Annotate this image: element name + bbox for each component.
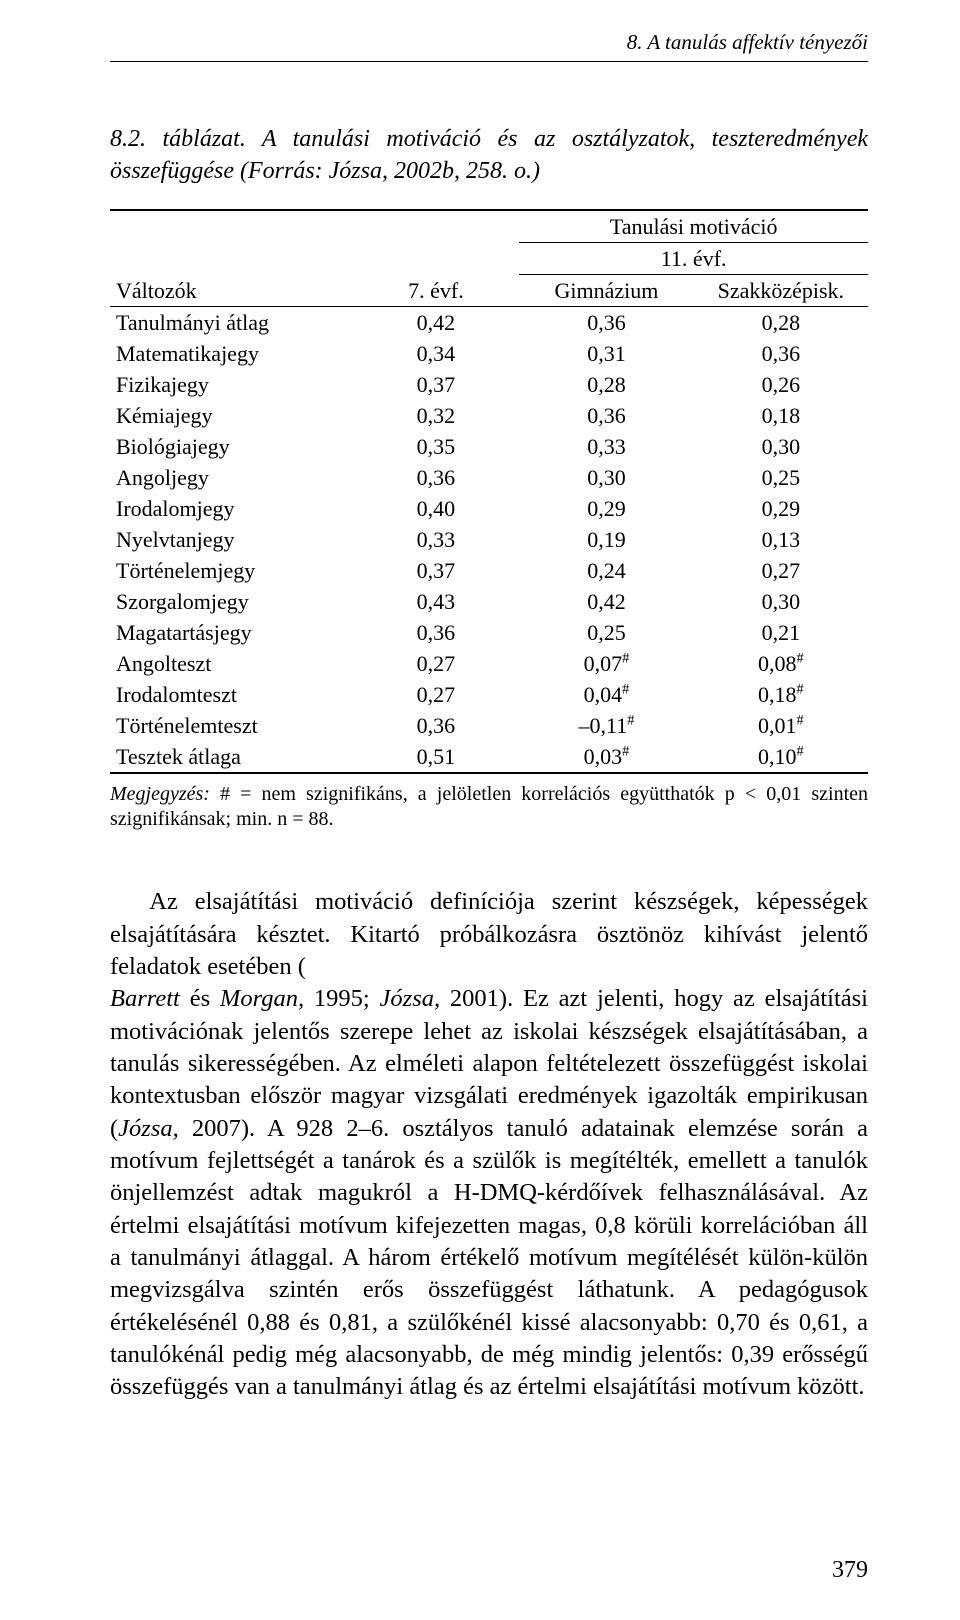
cell-value: 0,36 [694,338,868,369]
cell-value: 0,13 [694,524,868,555]
cell-label: Szorgalomjegy [110,586,353,617]
body-paragraph: Az elsajátítási motiváció definíciója sz… [110,886,868,1403]
para-part: 1995; [304,985,379,1012]
cell-label: Kémiajegy [110,400,353,431]
para-italic: Morgan, [220,985,304,1012]
cell-value: 0,27 [694,555,868,586]
cell-value: 0,24 [519,555,693,586]
cell-value: 0,32 [353,400,520,431]
para-italic: Józsa, [118,1115,179,1142]
cell-label: Angoljegy [110,462,353,493]
para-part: Az elsajátítási motiváció definíciója sz… [110,886,868,983]
cell-label: Matematikajegy [110,338,353,369]
cell-value: 0,36 [353,617,520,648]
cell-value: 0,37 [353,369,520,400]
cell-value: 0,42 [519,586,693,617]
cell-value: 0,30 [519,462,693,493]
cell-value: 0,37 [353,555,520,586]
table-row: Matematikajegy0,340,310,36 [110,338,868,369]
header-11evf: 11. évf. [519,243,868,275]
cell-label: Angolteszt [110,648,353,679]
cell-value: 0,36 [353,462,520,493]
cell-value: 0,28 [694,307,868,339]
cell-value: 0,36 [519,307,693,339]
cell-value: 0,10# [694,741,868,773]
table-row: Történelemteszt0,36–0,11#0,01# [110,710,868,741]
para-italic: Barrett [110,985,180,1012]
table-caption: 8.2. táblázat. A tanulási motiváció és a… [110,124,868,187]
running-head: 8. A tanulás affektív tényezői [110,30,868,62]
header-col4: Szakközépisk. [694,275,868,307]
cell-value: 0,07# [519,648,693,679]
header-col3: Gimnázium [519,275,693,307]
cell-value: 0,18 [694,400,868,431]
cell-label: Magatartásjegy [110,617,353,648]
table-row: Tesztek átlaga0,510,03#0,10# [110,741,868,773]
cell-label: Biológiajegy [110,431,353,462]
cell-value: 0,28 [519,369,693,400]
cell-label: Történelemteszt [110,710,353,741]
cell-value: –0,11# [519,710,693,741]
caption-prefix: 8.2. táblázat. [110,126,246,152]
cell-value: 0,01# [694,710,868,741]
table-row: Irodalomjegy0,400,290,29 [110,493,868,524]
table-row: Nyelvtanjegy0,330,190,13 [110,524,868,555]
header-col1: Változók [110,275,353,307]
table-row: Történelemjegy0,370,240,27 [110,555,868,586]
cell-value: 0,34 [353,338,520,369]
cell-label: Irodalomteszt [110,679,353,710]
cell-value: 0,25 [694,462,868,493]
data-table: Tanulási motiváció 11. évf. Változók 7. … [110,209,868,774]
cell-value: 0,03# [519,741,693,773]
cell-value: 0,27 [353,648,520,679]
cell-label: Fizikajegy [110,369,353,400]
cell-value: 0,31 [519,338,693,369]
header-span: Tanulási motiváció [519,210,868,243]
table-note: Megjegyzés: # = nem szignifikáns, a jelö… [110,782,868,832]
cell-value: 0,33 [353,524,520,555]
cell-value: 0,30 [694,431,868,462]
table-row: Biológiajegy0,350,330,30 [110,431,868,462]
cell-value: 0,18# [694,679,868,710]
note-rest: # = nem szignifikáns, a jelöletlen korre… [110,783,868,830]
cell-value: 0,19 [519,524,693,555]
table-row: Kémiajegy0,320,360,18 [110,400,868,431]
table-row: Angolteszt0,270,07#0,08# [110,648,868,679]
cell-value: 0,43 [353,586,520,617]
table-row: Magatartásjegy0,360,250,21 [110,617,868,648]
page-number: 379 [832,1557,868,1584]
table-row: Angoljegy0,360,300,25 [110,462,868,493]
cell-label: Történelemjegy [110,555,353,586]
para-part: és [180,985,220,1012]
cell-value: 0,33 [519,431,693,462]
table-row: Fizikajegy0,370,280,26 [110,369,868,400]
cell-value: 0,27 [353,679,520,710]
note-label: Megjegyzés: [110,783,210,805]
cell-value: 0,21 [694,617,868,648]
table-row: Irodalomteszt0,270,04#0,18# [110,679,868,710]
cell-value: 0,42 [353,307,520,339]
table-row: Tanulmányi átlag0,420,360,28 [110,307,868,339]
cell-value: 0,36 [353,710,520,741]
cell-value: 0,29 [694,493,868,524]
cell-value: 0,04# [519,679,693,710]
cell-label: Tesztek átlaga [110,741,353,773]
para-italic: Józsa, [380,985,441,1012]
table-row: Szorgalomjegy0,430,420,30 [110,586,868,617]
header-col2: 7. évf. [353,275,520,307]
cell-value: 0,08# [694,648,868,679]
cell-value: 0,25 [519,617,693,648]
cell-value: 0,29 [519,493,693,524]
cell-label: Nyelvtanjegy [110,524,353,555]
cell-value: 0,51 [353,741,520,773]
cell-value: 0,40 [353,493,520,524]
cell-value: 0,26 [694,369,868,400]
para-part: 2007). A 928 2–6. osztályos tanuló adata… [110,1115,868,1401]
cell-label: Irodalomjegy [110,493,353,524]
cell-value: 0,36 [519,400,693,431]
cell-value: 0,30 [694,586,868,617]
cell-label: Tanulmányi átlag [110,307,353,339]
cell-value: 0,35 [353,431,520,462]
